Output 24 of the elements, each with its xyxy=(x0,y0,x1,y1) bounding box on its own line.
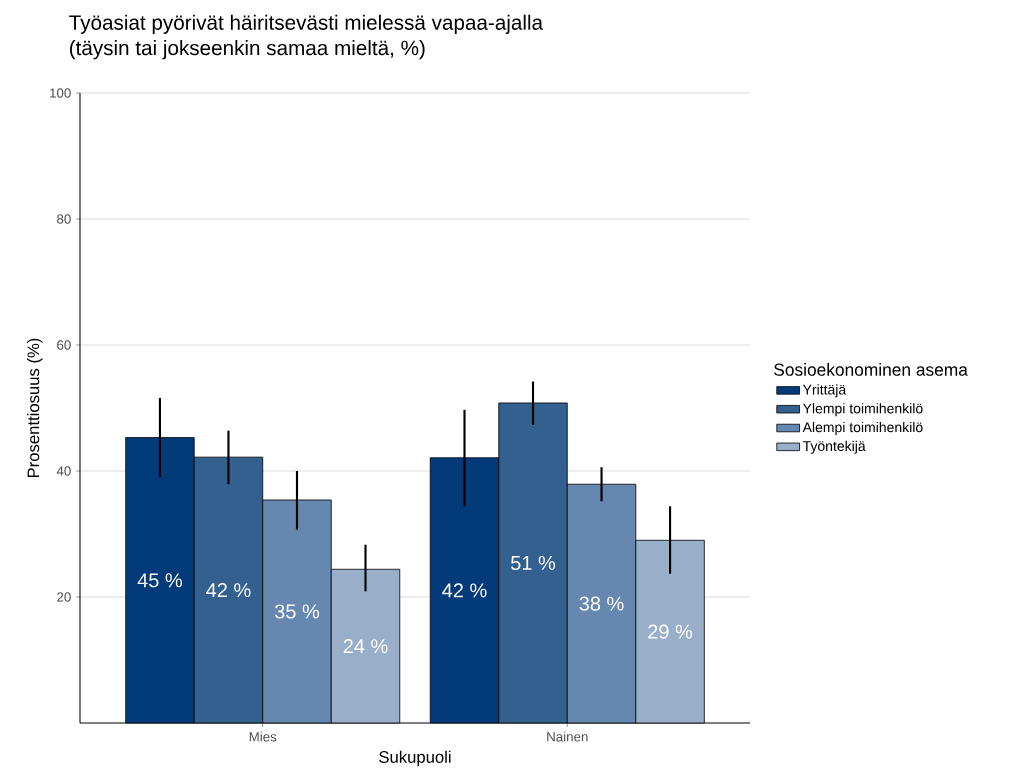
legend-label: Alempi toimihenkilö xyxy=(802,421,923,435)
legend-label: Ylempi toimihenkilö xyxy=(802,403,923,417)
chart-title: Työasiat pyörivät häiritsevästi mielessä vapaa-ajalla xyxy=(69,14,544,34)
data-label: 29 % xyxy=(648,624,693,639)
y-tick-label: 60 xyxy=(57,340,71,350)
legend-label: Työntekijä xyxy=(802,440,866,454)
y-tick-label: 100 xyxy=(50,88,71,98)
legend-label: Yrittäjä xyxy=(802,384,847,398)
chart-subtitle: (täysin tai jokseenkin samaa mieltä, %) xyxy=(69,40,425,60)
y-tick-label: 40 xyxy=(56,466,71,476)
y-axis-title: Prosenttiosuus (%) xyxy=(27,338,43,478)
data-label: 51 % xyxy=(511,555,556,571)
x-tick-label: Mies xyxy=(249,731,277,742)
legend-title: Sosioekonominen asema xyxy=(774,363,968,376)
data-label: 38 % xyxy=(579,596,624,611)
x-axis-title: Sukupuoli xyxy=(379,750,451,767)
y-tick-label: 80 xyxy=(57,214,71,224)
x-tick-label: Nainen xyxy=(547,731,588,742)
data-label: 42 % xyxy=(442,583,487,598)
data-label: 45 % xyxy=(137,573,182,588)
data-label: 24 % xyxy=(343,639,388,654)
data-label: 42 % xyxy=(206,583,251,598)
data-label: 35 % xyxy=(274,604,320,619)
y-tick-label: 20 xyxy=(57,592,71,602)
